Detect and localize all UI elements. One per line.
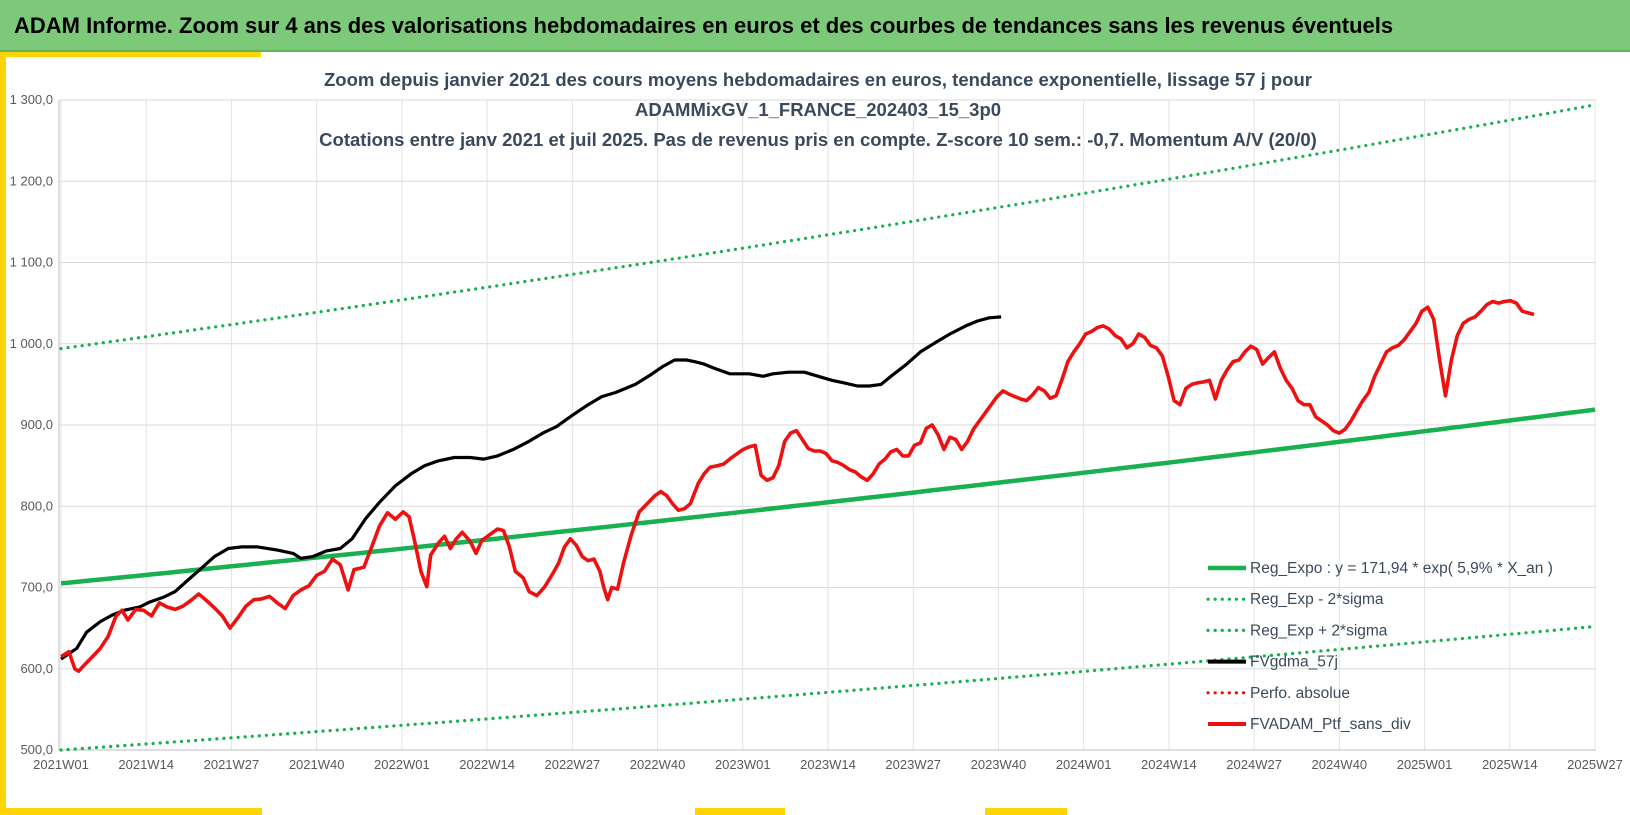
x-tick-label: 2022W01 (374, 757, 430, 772)
series-fvadam-ptf (60, 298, 1535, 673)
y-tick-label: 1 200,0 (10, 173, 53, 188)
series-trend-high (59, 103, 1597, 351)
chart-title-line: Zoom depuis janvier 2021 des cours moyen… (324, 69, 1312, 90)
legend-label: FVgdma_57j (1250, 654, 1338, 671)
header-banner: ADAM Informe. Zoom sur 4 ans des valoris… (0, 0, 1630, 52)
legend-label: Perfo. absolue (1250, 685, 1350, 702)
chart-title: Zoom depuis janvier 2021 des cours moyen… (319, 69, 1317, 150)
x-tick-label: 2023W40 (971, 757, 1027, 772)
x-axis-ticks: 2021W01 2021W14 2021W27 2021W40 2022W01 2022W… (33, 757, 1623, 772)
x-tick-label: 2025W01 (1397, 757, 1453, 772)
accent-bar-left (0, 52, 6, 815)
accent-bar-top (6, 52, 261, 57)
x-tick-label: 2024W01 (1056, 757, 1112, 772)
y-tick-label: 800,0 (20, 498, 53, 513)
y-tick-label: 1 300,0 (10, 92, 53, 107)
x-tick-label: 2021W14 (118, 757, 174, 772)
page-title: ADAM Informe. Zoom sur 4 ans des valoris… (14, 13, 1394, 38)
y-tick-label: 600,0 (20, 661, 53, 676)
y-axis-ticks: 1 300,0 1 200,0 1 100,0 1 000,0 900,0 800,0 70… (10, 92, 53, 757)
accent-bar-bottom-right (985, 808, 1067, 815)
x-tick-label: 2021W01 (33, 757, 89, 772)
x-tick-label: 2023W01 (715, 757, 771, 772)
accent-bar-bottom-mid (695, 808, 785, 815)
y-tick-label: 1 100,0 (10, 255, 53, 270)
x-tick-label: 2023W14 (800, 757, 856, 772)
x-tick-label: 2024W27 (1226, 757, 1282, 772)
y-tick-label: 700,0 (20, 580, 53, 595)
x-tick-label: 2025W27 (1567, 757, 1623, 772)
x-tick-label: 2022W14 (459, 757, 515, 772)
chart-title-line: Cotations entre janv 2021 et juil 2025. … (319, 129, 1317, 150)
y-tick-label: 900,0 (20, 417, 53, 432)
x-tick-label: 2025W14 (1482, 757, 1538, 772)
chart-title-line: ADAMMixGV_1_FRANCE_202403_15_3p0 (635, 99, 1001, 120)
x-tick-label: 2021W40 (289, 757, 345, 772)
y-tick-label: 500,0 (20, 742, 53, 757)
legend-label: FVADAM_Ptf_sans_div (1250, 716, 1411, 733)
chart-legend: Reg_Expo : y = 171,94 * exp( 5,9% * X_an… (1206, 560, 1553, 733)
y-tick-label: 1 000,0 (10, 336, 53, 351)
x-tick-label: 2021W27 (204, 757, 260, 772)
chart-series (59, 103, 1597, 752)
series-fvgdma-57j (60, 315, 1002, 661)
chart-grid (58, 99, 1596, 751)
x-tick-label: 2024W14 (1141, 757, 1197, 772)
accent-bar-bottom-left (0, 808, 262, 815)
x-tick-label: 2024W40 (1312, 757, 1368, 772)
series-reg-expo (60, 407, 1596, 586)
x-tick-label: 2022W27 (545, 757, 601, 772)
x-tick-label: 2023W27 (885, 757, 941, 772)
x-tick-label: 2022W40 (630, 757, 686, 772)
legend-label: Reg_Expo : y = 171,94 * exp( 5,9% * X_an… (1250, 560, 1553, 577)
series-trend-low (59, 624, 1597, 752)
legend-label: Reg_Exp - 2*sigma (1250, 591, 1384, 608)
legend-label: Reg_Exp + 2*sigma (1250, 622, 1388, 639)
